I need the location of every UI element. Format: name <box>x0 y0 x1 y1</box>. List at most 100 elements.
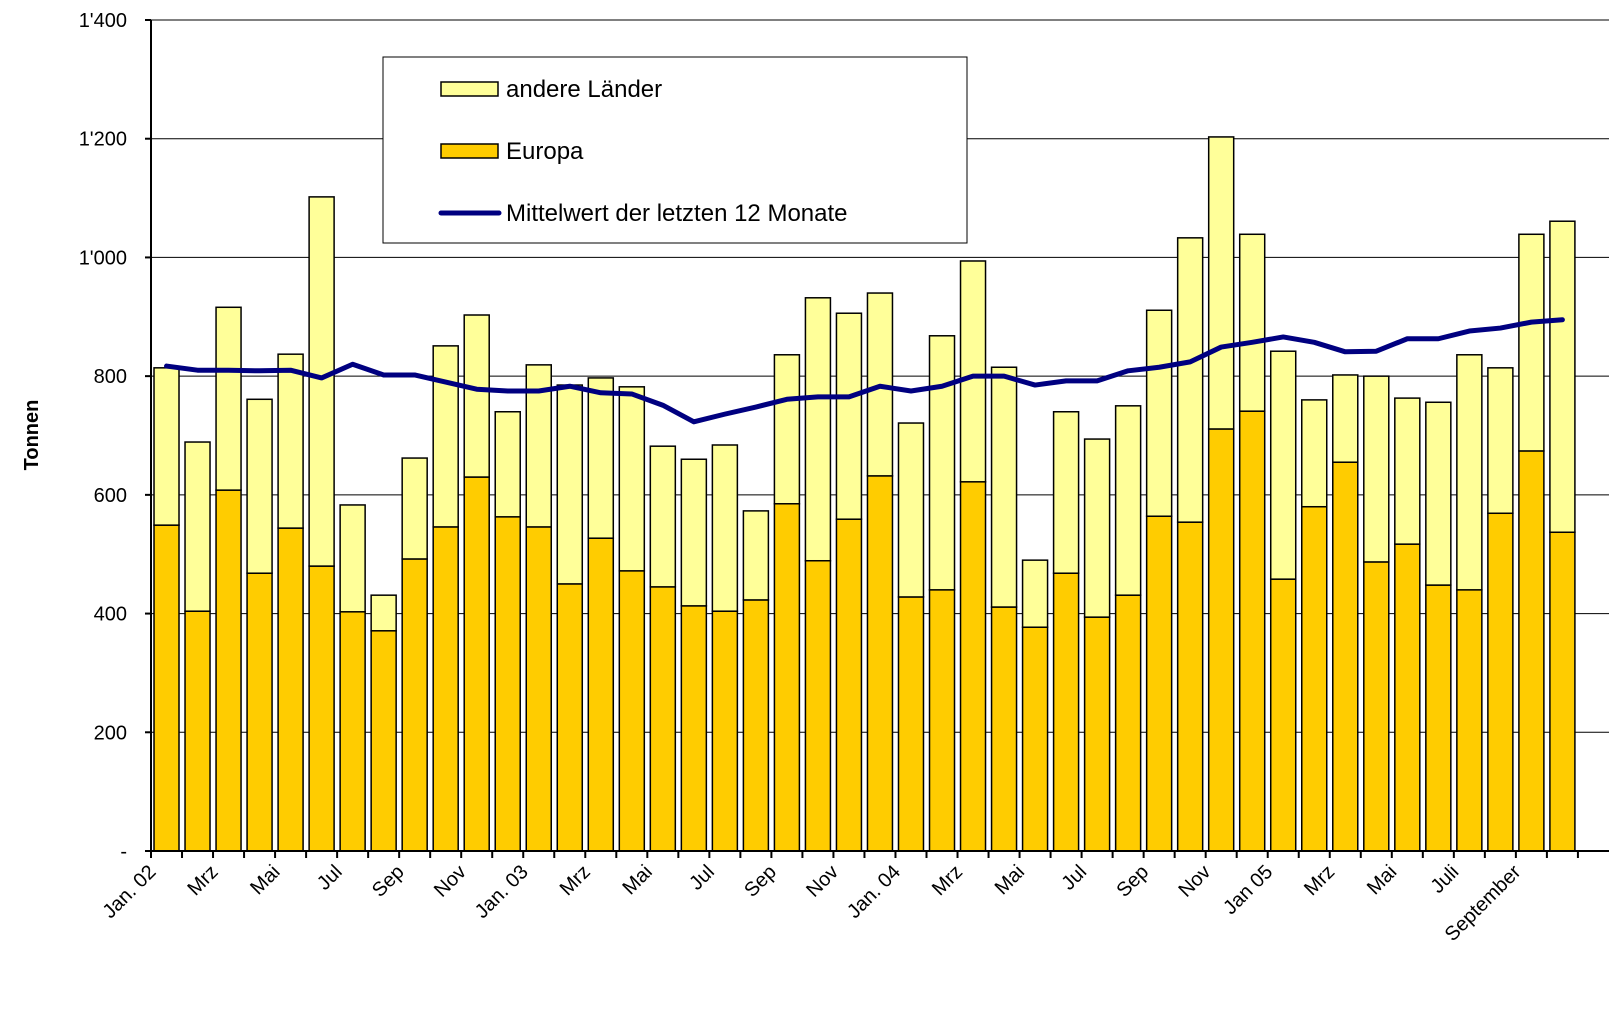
bar-segment <box>556 583 584 852</box>
bar-segment <box>959 481 987 852</box>
bar-segment <box>835 312 863 520</box>
bar-segment <box>1518 233 1545 452</box>
bar-segment <box>1238 233 1266 412</box>
bar-segment <box>184 610 211 852</box>
x-tick-label: Nov <box>1175 861 1216 902</box>
legend-label: Mittelwert der letzten 12 Monate <box>506 200 848 227</box>
bar-segment <box>835 518 863 852</box>
bar-segment <box>432 345 459 528</box>
bar-segment <box>773 354 801 505</box>
bar-segment <box>990 366 1018 608</box>
bar-segment <box>680 605 708 852</box>
bar-segment <box>370 594 397 632</box>
bar-segment <box>1425 584 1452 852</box>
x-tick-label: Mrz <box>556 861 595 900</box>
x-tick-label: Mrz <box>1300 861 1339 900</box>
x-tick-label: Mai <box>246 861 284 899</box>
bar-segment <box>1363 561 1390 852</box>
bar-segment <box>370 630 397 852</box>
bar-segment <box>1549 220 1576 534</box>
x-tick-label: Mai <box>991 861 1029 899</box>
bar-segment <box>463 314 490 478</box>
bar-segment <box>246 572 273 852</box>
bar-segment <box>866 475 894 852</box>
average-line <box>164 317 1565 425</box>
bar-segment <box>1332 461 1359 852</box>
bar-segment <box>711 610 739 852</box>
x-tick-label: Jan 05 <box>1219 861 1277 919</box>
bar-segment <box>494 411 521 518</box>
bar-segment <box>1145 515 1173 852</box>
bar-segment <box>1301 505 1328 852</box>
x-tick-label: Mai <box>1363 861 1401 899</box>
x-tick-label: Sep <box>1112 861 1153 902</box>
y-tick-label: 1'000 <box>79 247 127 269</box>
bar-segment <box>649 445 677 588</box>
bar-segment <box>339 504 366 613</box>
x-tick-label: Sep <box>368 861 409 902</box>
bar-segment <box>773 503 801 852</box>
bar-segment <box>1021 559 1049 628</box>
bar-segment <box>1269 578 1297 852</box>
bar-segment <box>1518 450 1545 852</box>
legend-label: andere Länder <box>506 76 662 103</box>
y-tick-label: - <box>120 841 127 863</box>
bar-segment <box>1238 410 1266 852</box>
bar-segment <box>1176 521 1204 852</box>
x-tick-label: Jul <box>1057 861 1091 895</box>
bar-segment <box>1394 397 1421 545</box>
x-tick-label: Juli <box>1427 861 1464 898</box>
bar-segment <box>1332 374 1359 463</box>
bar-segment <box>1487 512 1514 852</box>
bar-segment <box>1487 367 1514 515</box>
bar-segment <box>184 441 211 612</box>
bar-segment <box>246 398 273 574</box>
bar-segment <box>990 606 1018 852</box>
legend-swatch <box>440 81 499 97</box>
bar-segment <box>1549 531 1576 852</box>
x-tick-label: Jan. 03 <box>471 861 533 923</box>
bar-segment <box>1052 572 1080 852</box>
bar-segment <box>618 570 646 852</box>
bar-segment <box>587 537 615 852</box>
bar-segment <box>556 384 584 585</box>
bar-segment <box>1425 401 1452 586</box>
bar-segment <box>804 559 832 852</box>
x-tick-label: Jan. 02 <box>99 861 161 923</box>
bar-segment <box>308 565 335 852</box>
bar-segment <box>215 489 242 852</box>
bar-segment <box>649 586 677 852</box>
bar-segment <box>1083 438 1111 618</box>
bar-segment <box>680 458 708 607</box>
y-tick-label: 400 <box>94 604 127 626</box>
y-tick-label: 1'200 <box>79 129 127 151</box>
bar-segment <box>928 589 956 852</box>
bar-segment <box>153 524 180 852</box>
bar-segment <box>339 611 366 852</box>
bar-segment <box>1021 626 1049 852</box>
bar-segment <box>804 297 832 562</box>
bar-segment <box>959 260 987 483</box>
bar-segment <box>742 510 770 601</box>
x-tick-label: Nov <box>430 861 471 902</box>
bar-segment <box>928 335 956 591</box>
x-tick-label: Mrz <box>183 861 222 900</box>
bar-segment <box>742 599 770 852</box>
bar-segment <box>215 306 242 491</box>
x-tick-label: Mai <box>619 861 657 899</box>
bar-segment <box>1083 616 1111 852</box>
bar-segment <box>432 526 459 852</box>
bar-segment <box>1456 354 1483 591</box>
bar-segment <box>1394 543 1421 852</box>
x-tick-label: Sep <box>740 861 781 902</box>
bar-segment <box>401 457 428 560</box>
bar-segment <box>1301 399 1328 508</box>
x-tick-label: Nov <box>802 861 843 902</box>
legend-label: Europa <box>506 138 584 165</box>
bar-segment <box>1176 237 1204 523</box>
bar-segment <box>1207 428 1235 852</box>
y-tick-label: 600 <box>94 485 127 507</box>
bar-segment <box>1052 411 1080 574</box>
bar-segment <box>1207 136 1235 430</box>
bar-segment <box>618 386 646 572</box>
